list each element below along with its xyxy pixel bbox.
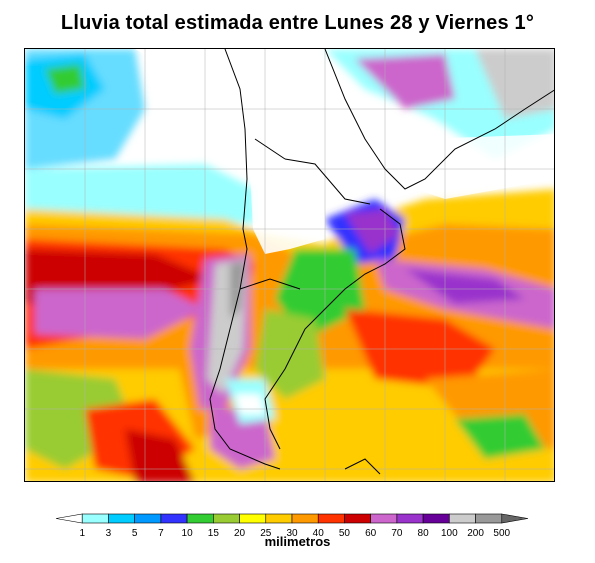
- legend-tick-label: 40: [313, 528, 325, 539]
- legend-swatch: [344, 513, 371, 524]
- legend-tick-label: 20: [234, 528, 246, 539]
- legend-swatch: [475, 513, 503, 524]
- legend-tick-label: 70: [391, 528, 403, 539]
- legend-tick-labels: 1 3 5 7 10 15 20 25 30 40 50 60 70 80 100 200 500: [79, 528, 510, 539]
- legend-tick-label: 80: [418, 528, 430, 539]
- legend-swatch: [370, 513, 398, 524]
- legend-swatch: [449, 513, 476, 524]
- legend-tick-label: 5: [132, 528, 138, 539]
- legend-swatch: [422, 513, 450, 524]
- legend-tick-label: 200: [467, 528, 484, 539]
- legend-tick-label: 50: [339, 528, 351, 539]
- legend-swatch: [239, 513, 267, 524]
- precipitation-map: [24, 48, 555, 482]
- legend-swatch: [108, 513, 135, 524]
- coastlines: [209, 49, 554, 475]
- legend-tick-label: 30: [286, 528, 298, 539]
- dry-interior: [135, 49, 554, 254]
- legend-tick-label: 100: [441, 528, 458, 539]
- legend-swatch: [501, 513, 529, 524]
- legend-tick-label: 10: [182, 528, 194, 539]
- legend-tick-label: 25: [260, 528, 272, 539]
- legend-swatch: [160, 513, 188, 524]
- legend-tick-label: 500: [493, 528, 510, 539]
- legend-swatch: [134, 513, 162, 524]
- legend-tick-label: 60: [365, 528, 377, 539]
- legend-tick-label: 15: [208, 528, 220, 539]
- map-title: Lluvia total estimada entre Lunes 28 y V…: [60, 12, 535, 34]
- legend-colorbar: 1 3 5 7 10 15 20 25 30 40 50 60 70 80 100 200 500: [55, 513, 529, 539]
- legend-swatch: [396, 513, 424, 524]
- legend-swatches: [55, 513, 529, 524]
- legend-tick-label: 1: [79, 528, 85, 539]
- legend-swatch: [186, 513, 214, 524]
- legend-swatch: [213, 513, 240, 524]
- legend-swatch: [55, 513, 83, 524]
- legend-swatch: [265, 513, 293, 524]
- legend-tick-label: 3: [106, 528, 112, 539]
- precipitation-field: [25, 49, 554, 481]
- legend-swatch: [81, 513, 109, 524]
- map-grid: [25, 49, 554, 481]
- legend-units: milimetros: [264, 534, 331, 549]
- legend-tick-label: 7: [158, 528, 164, 539]
- rain-field-layers: [25, 49, 554, 481]
- legend-swatch: [317, 513, 345, 524]
- legend-swatch: [291, 513, 319, 524]
